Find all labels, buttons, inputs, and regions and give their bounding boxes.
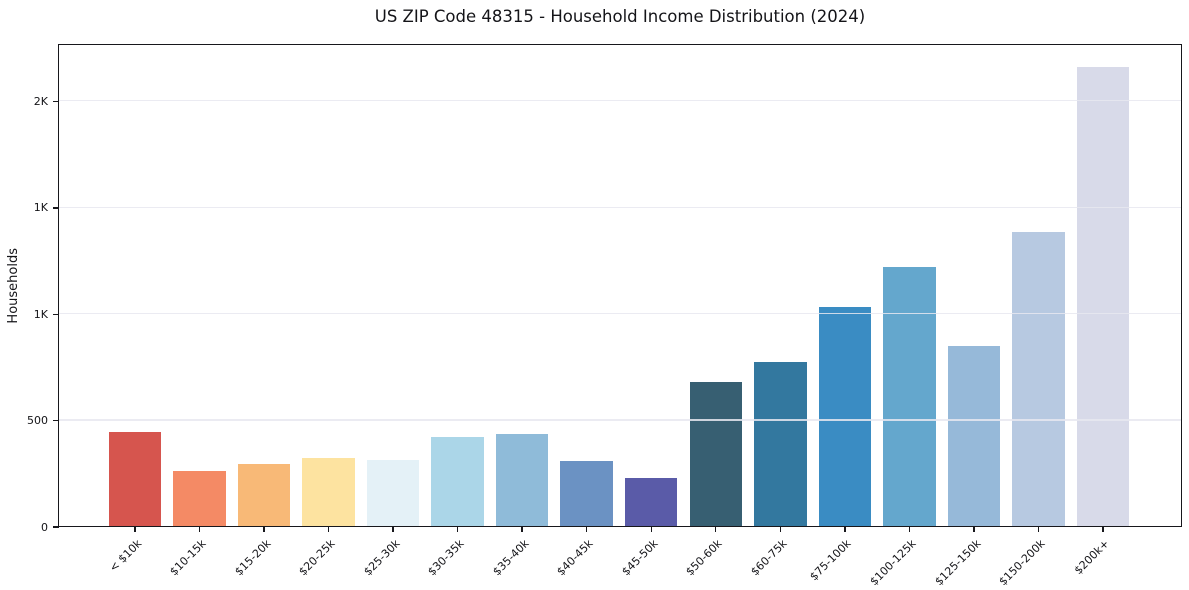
y-axis-tick bbox=[53, 526, 59, 528]
y-tick-label: 500 bbox=[27, 414, 48, 428]
y-tick-label: 0 bbox=[41, 520, 48, 534]
x-tick-label: $75-100k bbox=[807, 537, 855, 584]
x-axis-tick bbox=[263, 527, 265, 532]
x-axis-tick bbox=[198, 527, 201, 532]
x-tick-label: $125-150k bbox=[931, 537, 984, 589]
bar bbox=[1076, 67, 1130, 527]
x-axis-tick bbox=[327, 527, 330, 532]
bar bbox=[495, 434, 549, 527]
gridline bbox=[58, 206, 1182, 208]
x-tick-label: $10-15k bbox=[167, 537, 209, 579]
y-tick-label: 2K bbox=[33, 94, 48, 108]
y-axis-tick bbox=[53, 313, 59, 315]
bar bbox=[1012, 232, 1065, 527]
y-axis-tick bbox=[53, 419, 59, 422]
y-tick-label: 1K bbox=[33, 307, 48, 321]
gridline bbox=[58, 419, 1182, 421]
x-tick-label: $25-30k bbox=[361, 537, 403, 579]
x-tick-label: $150-200k bbox=[996, 537, 1048, 589]
x-axis-tick bbox=[715, 527, 717, 532]
x-tick-label: $100-125k bbox=[867, 537, 919, 589]
bar bbox=[883, 267, 936, 527]
plot-area bbox=[58, 44, 1182, 527]
x-axis-tick bbox=[521, 527, 523, 532]
bar bbox=[560, 461, 613, 527]
x-axis: < $10k $10-15k $15-20k $20-25k $25-30k $30-35… bbox=[58, 527, 1182, 590]
x-tick-label: $30-35k bbox=[425, 537, 467, 579]
x-axis-tick bbox=[1102, 527, 1104, 532]
chart-title: US ZIP Code 48315 - Household Income Dis… bbox=[374, 7, 866, 26]
x-axis-tick bbox=[1037, 527, 1040, 532]
x-axis-tick bbox=[844, 527, 846, 532]
bar bbox=[173, 470, 226, 527]
x-tick-label: $35-40k bbox=[490, 537, 532, 579]
bar bbox=[302, 457, 355, 527]
bar bbox=[366, 459, 420, 527]
x-axis-tick bbox=[586, 527, 588, 532]
x-tick-label: $200k+ bbox=[1072, 537, 1113, 578]
x-tick-label: $45-50k bbox=[619, 537, 661, 579]
x-tick-label: $60-75k bbox=[748, 537, 790, 579]
bar bbox=[237, 464, 291, 527]
bar bbox=[431, 436, 484, 527]
bar bbox=[624, 478, 678, 527]
y-tick-label: 1K bbox=[33, 201, 48, 215]
y-axis: 0 500 1K 1K 2K bbox=[0, 44, 59, 534]
x-tick-label: $50-60k bbox=[683, 537, 725, 579]
x-tick-label: < $10k bbox=[106, 537, 145, 575]
x-axis-tick bbox=[456, 527, 459, 532]
x-axis-tick bbox=[392, 527, 394, 532]
x-axis-tick bbox=[779, 527, 781, 532]
bar bbox=[689, 382, 743, 527]
x-axis-tick bbox=[973, 527, 975, 532]
bar bbox=[818, 306, 872, 527]
grid-layer bbox=[58, 44, 1182, 527]
gridline bbox=[58, 100, 1182, 102]
x-tick-label: $40-45k bbox=[554, 537, 596, 579]
y-axis-tick bbox=[53, 100, 59, 103]
x-axis-tick bbox=[650, 527, 652, 532]
bar bbox=[754, 362, 807, 527]
x-tick-label: $15-20k bbox=[231, 537, 274, 579]
bar bbox=[108, 432, 162, 527]
y-axis-tick bbox=[53, 207, 59, 209]
gridline bbox=[58, 312, 1182, 315]
bar-layer bbox=[58, 44, 1182, 527]
x-axis-tick bbox=[908, 527, 911, 532]
bar bbox=[947, 346, 1001, 527]
x-axis-tick bbox=[134, 527, 136, 532]
x-tick-label: $20-25k bbox=[296, 537, 338, 579]
